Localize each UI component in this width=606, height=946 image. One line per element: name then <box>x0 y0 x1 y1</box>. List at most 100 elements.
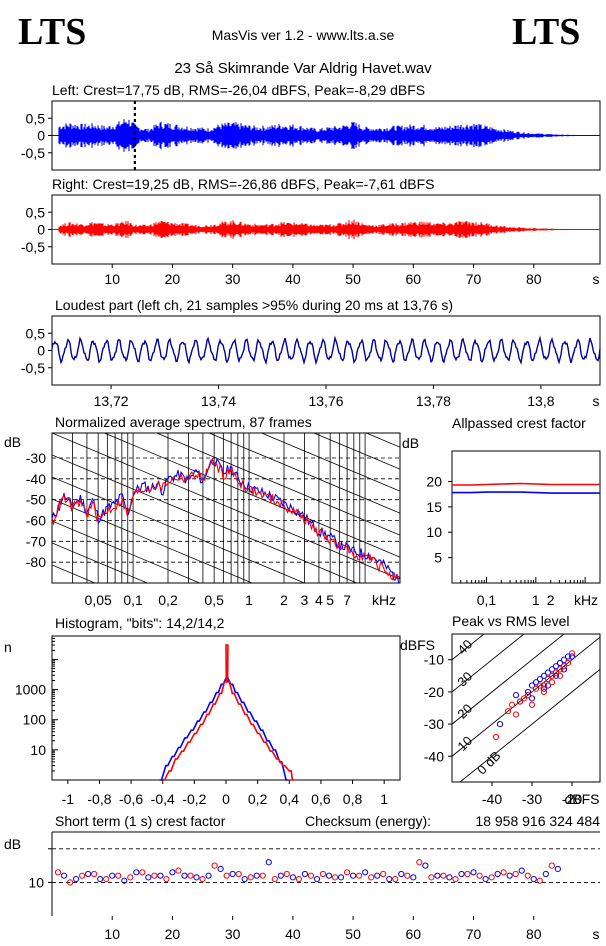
peak-vs-rms-right-point <box>548 679 556 686</box>
short-term-crest-left-point <box>145 874 152 881</box>
short-term-crest-left-point <box>109 872 116 879</box>
peak-vs-rms-diag-label: 30 <box>454 669 475 690</box>
peak-vs-rms-right-point <box>564 659 572 667</box>
peak-vs-rms-right-point <box>508 701 516 708</box>
short-term-crest-left-point <box>157 872 164 879</box>
short-term-crest-left-point <box>374 872 381 879</box>
histogram-right-series <box>162 644 295 781</box>
peak-vs-rms-diag-label: 0 dB <box>474 748 504 778</box>
right-waveform-ytick-label: 0,5 <box>26 204 46 220</box>
spectrum-slope-line <box>260 433 400 492</box>
allpassed-crest-ytick-label: 20 <box>426 473 442 489</box>
peak-vs-rms-right-point <box>540 688 548 696</box>
right-waveform-xtick-label: 30 <box>225 271 241 287</box>
peak-vs-rms-right-point <box>568 650 576 657</box>
peak-vs-rms-right-point <box>512 711 520 718</box>
peak-vs-rms-right-point <box>492 733 500 741</box>
histogram-xtick-label: -0,2 <box>182 791 206 807</box>
short-term-crest-right-point <box>139 869 146 876</box>
app-title: MasVis ver 1.2 - www.lts.a.se <box>212 27 395 43</box>
spectrum-slope-line <box>52 433 400 580</box>
spectrum-slope-line <box>52 454 358 583</box>
allpassed-crest-xlabel: kHz <box>574 592 598 608</box>
spectrum-slope-line <box>155 433 400 536</box>
short-term-crest-right-point <box>428 874 435 881</box>
histogram-xtick-label: 0,2 <box>248 791 268 807</box>
short-term-crest-right-point <box>295 875 303 883</box>
spectrum-xtick-label: 0,1 <box>123 592 143 608</box>
peak-vs-rms-left-point <box>560 666 568 673</box>
left-waveform: Left: Crest=17,75 dB, RMS=-26,04 dBFS, P… <box>21 82 601 171</box>
short-term-crest-right-point <box>115 872 122 879</box>
brand-logo-right: LTS <box>512 11 580 53</box>
peak-vs-rms-diag-label: 10 <box>454 733 475 754</box>
short-term-crest-right-point <box>103 875 110 883</box>
short-term-crest-right-point <box>464 870 471 878</box>
loudest-part-xtick-label: 13,74 <box>201 393 236 409</box>
peak-vs-rms-right-point <box>540 682 548 689</box>
short-term-crest-left-point <box>301 870 309 878</box>
short-term-crest-right-point <box>380 870 387 878</box>
spectrum-xtick-label: 1 <box>245 592 253 608</box>
histogram-xtick-label: 0,4 <box>280 791 300 807</box>
short-term-crest-xtick-label: 30 <box>225 926 241 942</box>
short-term-crest-left-point <box>494 870 501 878</box>
spectrum-slope-line <box>103 433 400 558</box>
short-term-crest-xtick-label: 50 <box>345 926 361 942</box>
right-waveform: Right: Crest=19,25 dB, RMS=-26,86 dBFS, … <box>21 176 601 287</box>
peak-vs-rms-right-point <box>516 698 524 705</box>
short-term-crest-right-point <box>247 874 254 881</box>
spectrum-right-series <box>52 457 400 581</box>
spectrum: Normalized average spectrum, 87 frames dB… <box>4 414 401 608</box>
peak-vs-rms-diag-label: 40 <box>454 636 475 657</box>
short-term-crest-right-point <box>524 872 531 879</box>
peak-vs-rms-title: Peak vs RMS level <box>452 613 569 629</box>
short-term-crest-left-point <box>60 872 68 879</box>
short-term-crest-right-point <box>175 867 182 874</box>
short-term-crest-right-point <box>500 869 507 876</box>
right-waveform-xtick-label: 70 <box>466 271 482 287</box>
histogram-xtick-label: -0,4 <box>151 791 175 807</box>
peak-vs-rms-right-point <box>536 682 544 689</box>
peak-vs-rms-left-point <box>528 682 536 689</box>
short-term-crest-right-point <box>392 875 399 883</box>
histogram-ytick-label: 1000 <box>15 682 46 698</box>
peak-vs-rms-left-point <box>544 682 552 689</box>
peak-vs-rms-right-point <box>556 666 564 673</box>
loudest-part-xtick-label: 13,76 <box>308 393 343 409</box>
short-term-crest-left-point <box>169 869 176 876</box>
short-term-crest-right-point <box>440 872 447 879</box>
peak-vs-rms-left-point <box>528 695 536 702</box>
track-title: 23 Så Skimrande Var Aldrig Havet.wav <box>174 60 432 77</box>
short-term-crest-left-point <box>349 872 357 879</box>
peak-vs-rms-ytick-label: -10 <box>424 652 444 668</box>
short-term-crest-right-point <box>54 869 62 876</box>
short-term-crest-left-point <box>193 874 200 881</box>
short-term-crest-left-point <box>229 870 236 878</box>
short-term-crest-left-point <box>458 870 465 878</box>
checksum-value: 18 958 916 324 484 <box>475 813 600 829</box>
short-term-crest-xtick-label: 10 <box>104 926 120 942</box>
loudest-part-xlabel: s <box>593 393 600 409</box>
loudest-part-ytick-label: -0,5 <box>21 360 45 376</box>
short-term-crest-left-point <box>217 865 224 873</box>
peak-vs-rms-right-point <box>504 708 512 715</box>
short-term-crest-xtick-label: 20 <box>165 926 181 942</box>
peak-vs-rms-right-point <box>544 675 552 683</box>
checksum-label: Checksum (energy): <box>305 813 431 829</box>
peak-vs-rms-left-point <box>552 663 560 670</box>
short-term-crest-left-point <box>97 875 104 883</box>
short-term-crest-right-point <box>536 877 543 884</box>
spectrum-ytick-label: -50 <box>26 492 46 508</box>
short-term-crest-right-point <box>548 862 555 869</box>
allpassed-crest-left-series <box>452 491 600 494</box>
spectrum-xtick-label: 7 <box>343 592 351 608</box>
short-term-crest-xlabel: s <box>593 926 600 942</box>
short-term-crest-xtick-label: 70 <box>466 926 482 942</box>
peak-vs-rms-crest-line <box>452 634 525 693</box>
short-term-crest-xtick-label: 60 <box>406 926 422 942</box>
peak-vs-rms-left-point <box>536 675 544 683</box>
right-waveform-xlabel: s <box>593 271 600 287</box>
short-term-crest-right-point <box>259 872 266 879</box>
spectrum-ytick-label: -70 <box>26 533 46 549</box>
